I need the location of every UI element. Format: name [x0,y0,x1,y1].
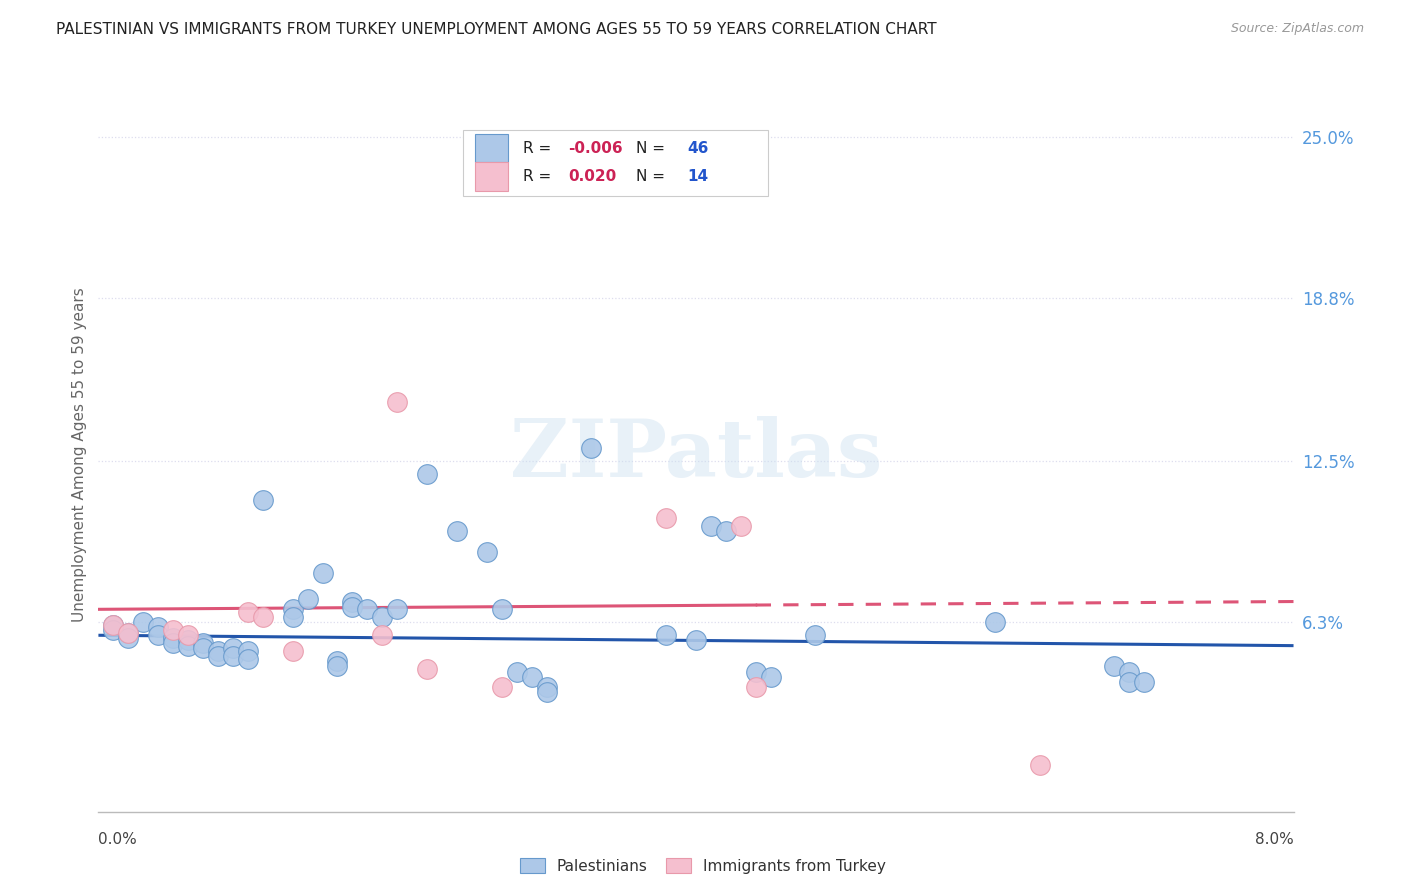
Point [162,631,184,645]
Point [1133,675,1156,690]
Point [281,610,304,624]
Point [191,636,214,650]
Point [236,605,259,619]
Point [475,545,498,559]
Point [1102,659,1125,673]
Point [983,615,1005,630]
Text: R =: R = [523,141,555,155]
Point [177,628,200,642]
Legend: Palestinians, Immigrants from Turkey: Palestinians, Immigrants from Turkey [515,852,891,880]
Point [506,665,529,679]
Point [281,602,304,616]
Point [103,618,125,632]
Point [536,680,558,694]
Point [297,591,319,606]
Point [311,566,333,580]
Point [177,633,200,648]
Point [685,633,707,648]
Point [745,680,768,694]
Point [222,648,245,663]
Text: 8.0%: 8.0% [1254,832,1294,847]
Point [103,618,125,632]
Y-axis label: Unemployment Among Ages 55 to 59 years: Unemployment Among Ages 55 to 59 years [72,287,87,623]
Point [236,651,259,665]
Point [207,644,229,658]
Text: -0.006: -0.006 [568,141,623,155]
Point [177,639,200,653]
Point [148,628,170,642]
Point [581,442,603,456]
Text: N =: N = [636,169,671,184]
Point [730,519,752,533]
Point [207,648,229,663]
Point [132,615,155,630]
Point [491,680,513,694]
Point [162,636,184,650]
Point [342,599,364,614]
Point [326,659,349,673]
Text: N =: N = [636,141,671,155]
Point [416,662,439,676]
Point [1118,675,1140,690]
Point [281,644,304,658]
Text: ZIPatlas: ZIPatlas [510,416,882,494]
Point [759,670,782,684]
Point [117,631,139,645]
Point [326,654,349,668]
Text: 14: 14 [688,169,709,184]
Point [103,623,125,637]
Point [1028,758,1050,772]
Text: 46: 46 [688,141,709,155]
Point [117,625,139,640]
Point [252,610,274,624]
FancyBboxPatch shape [463,130,768,196]
Point [222,641,245,656]
Point [191,641,214,656]
Text: 0.020: 0.020 [568,169,616,184]
Point [371,610,394,624]
Point [655,511,678,525]
Point [745,665,768,679]
Text: PALESTINIAN VS IMMIGRANTS FROM TURKEY UNEMPLOYMENT AMONG AGES 55 TO 59 YEARS COR: PALESTINIAN VS IMMIGRANTS FROM TURKEY UN… [56,22,936,37]
Point [342,594,364,608]
Point [804,628,827,642]
Point [252,493,274,508]
Text: 0.0%: 0.0% [98,832,138,847]
Point [148,620,170,634]
Point [385,602,409,616]
FancyBboxPatch shape [475,134,509,162]
Point [117,625,139,640]
Point [162,623,184,637]
Point [536,174,558,188]
Point [714,524,737,539]
Point [491,602,513,616]
Point [385,394,409,409]
Point [520,670,543,684]
Point [416,467,439,482]
Text: Source: ZipAtlas.com: Source: ZipAtlas.com [1230,22,1364,36]
Point [236,644,259,658]
Point [446,524,468,539]
Point [371,628,394,642]
Point [356,602,378,616]
Point [536,685,558,699]
Point [655,628,678,642]
Point [1118,665,1140,679]
FancyBboxPatch shape [475,162,509,191]
Point [700,519,723,533]
Text: R =: R = [523,169,561,184]
